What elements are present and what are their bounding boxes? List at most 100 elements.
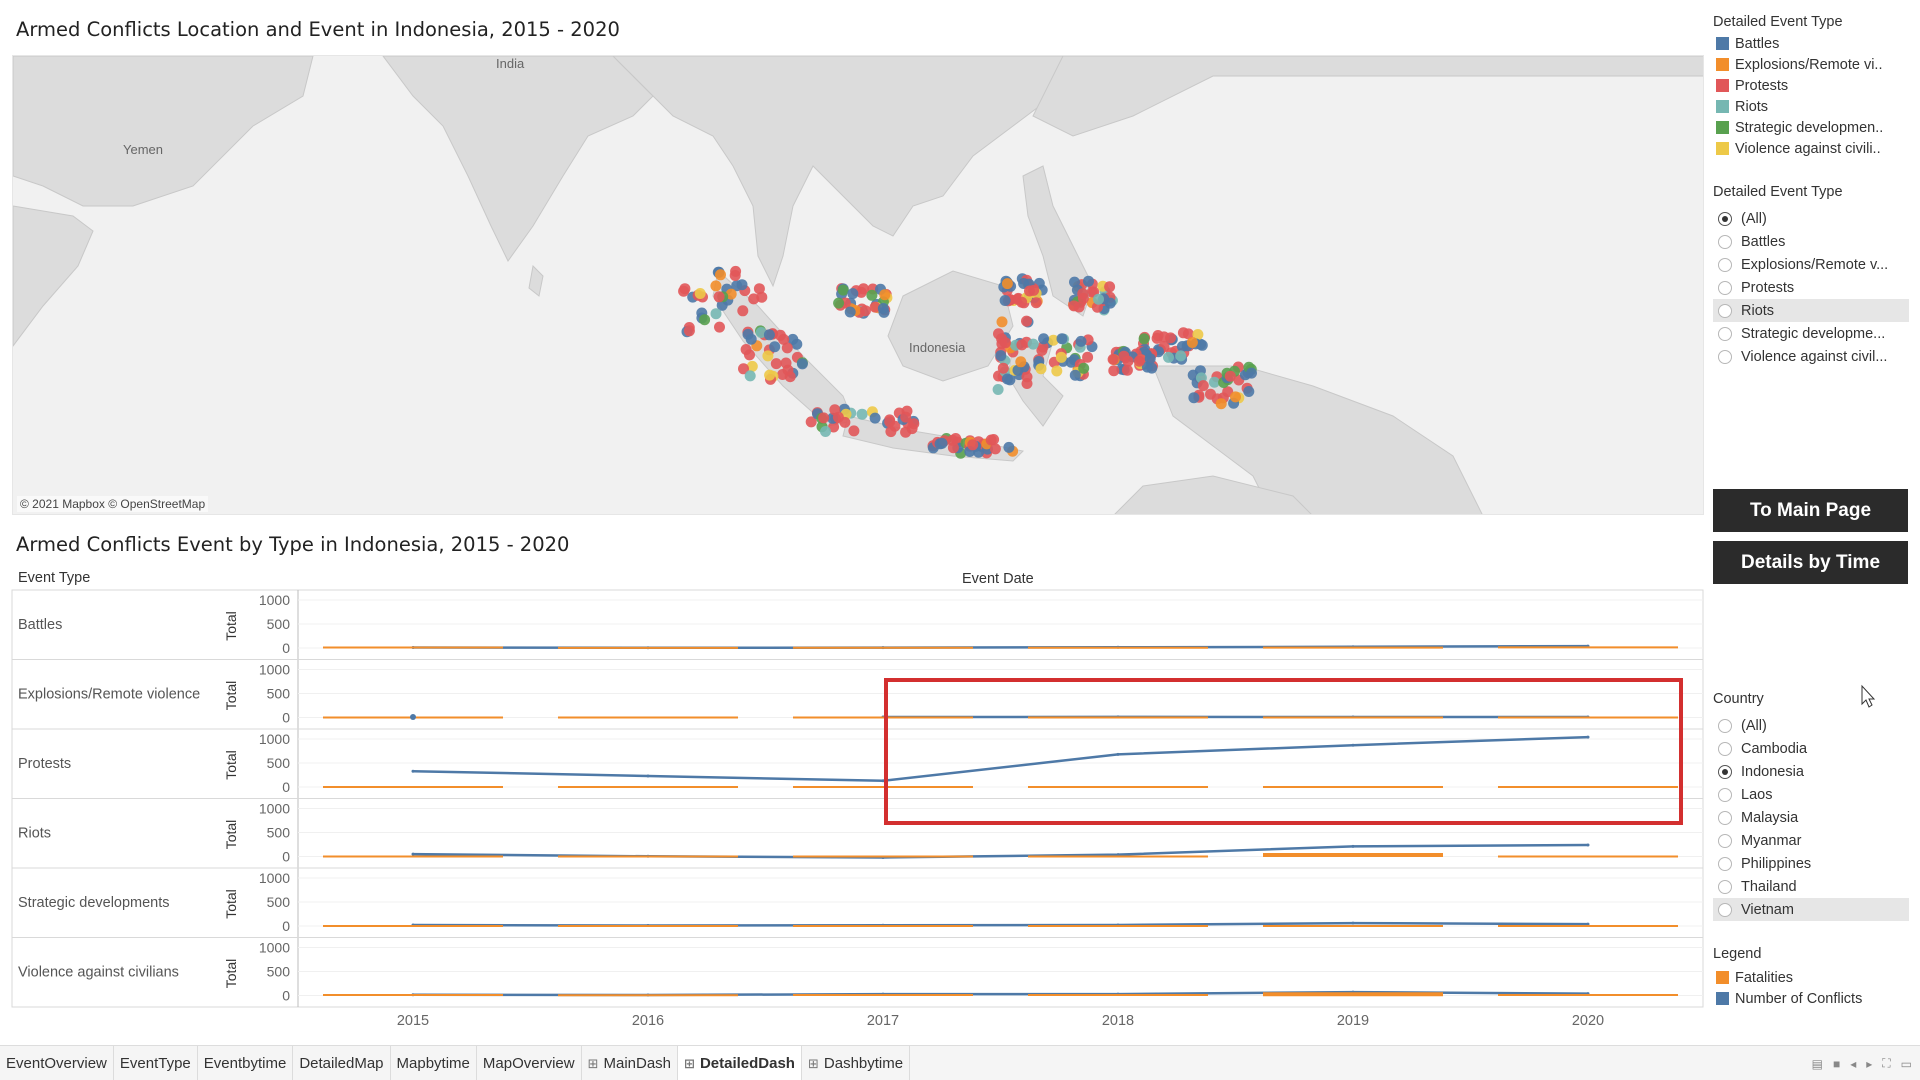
tab-eventtype[interactable]: EventType xyxy=(114,1046,198,1080)
radio-button[interactable] xyxy=(1718,787,1732,802)
conflict-point[interactable] xyxy=(1197,380,1209,392)
radio-button[interactable] xyxy=(1718,856,1732,871)
conflict-point[interactable] xyxy=(769,341,781,353)
legend-item-protests[interactable]: Protests xyxy=(1716,75,1906,96)
legend-item-violence-against-civili[interactable]: Violence against civili.. xyxy=(1716,138,1906,159)
radio-button[interactable] xyxy=(1718,833,1732,848)
country-filter-option-philippines[interactable]: Philippines xyxy=(1713,852,1909,875)
conflict-point[interactable] xyxy=(1047,334,1059,346)
conflict-point[interactable] xyxy=(829,404,841,416)
conflict-point[interactable] xyxy=(710,308,722,320)
conflict-point[interactable] xyxy=(988,434,1000,445)
conflict-point[interactable] xyxy=(856,408,868,420)
tab-eventbytime[interactable]: Eventbytime xyxy=(198,1046,294,1080)
conflict-point[interactable] xyxy=(820,426,831,437)
conflict-point[interactable] xyxy=(737,305,749,317)
conflict-point[interactable] xyxy=(762,350,774,362)
conflict-point[interactable] xyxy=(678,285,690,297)
country-filter-option-thailand[interactable]: Thailand xyxy=(1713,875,1909,898)
conflict-point[interactable] xyxy=(1077,288,1089,300)
conflict-point[interactable] xyxy=(1215,398,1227,410)
radio-button[interactable] xyxy=(1718,810,1732,825)
list-view-icon[interactable]: ■ xyxy=(1832,1056,1841,1071)
prev-sheet-icon[interactable]: ◂ xyxy=(1850,1056,1857,1071)
event-filter-option-violence-against-civil[interactable]: Violence against civil... xyxy=(1713,345,1909,368)
conflicts-point[interactable] xyxy=(646,774,650,778)
conflict-point[interactable] xyxy=(879,289,891,301)
conflict-point[interactable] xyxy=(1083,275,1094,287)
fullscreen-icon[interactable]: ⛶ xyxy=(1882,1056,1891,1070)
conflict-point[interactable] xyxy=(1075,335,1087,347)
conflict-point[interactable] xyxy=(1035,363,1047,375)
map-canvas[interactable] xyxy=(13,56,1704,515)
tab-eventoverview[interactable]: EventOverview xyxy=(0,1046,114,1080)
conflict-point[interactable] xyxy=(1000,337,1011,349)
conflict-point[interactable] xyxy=(694,288,706,299)
measure-legend-item-number-of-conflicts[interactable]: Number of Conflicts xyxy=(1716,988,1906,1009)
conflict-point[interactable] xyxy=(740,344,752,355)
to-main-page-button[interactable]: To Main Page xyxy=(1713,489,1908,532)
conflicts-point[interactable] xyxy=(1586,843,1590,847)
conflict-point[interactable] xyxy=(1069,369,1081,381)
tab-detailedmap[interactable]: DetailedMap xyxy=(293,1046,391,1080)
radio-button[interactable] xyxy=(1718,764,1732,779)
conflict-point[interactable] xyxy=(848,425,860,437)
conflict-point[interactable] xyxy=(996,316,1008,328)
conflict-points[interactable] xyxy=(678,265,1257,459)
conflict-point[interactable] xyxy=(1091,301,1103,313)
conflict-point[interactable] xyxy=(1003,441,1015,453)
conflict-point[interactable] xyxy=(1152,330,1164,341)
conflict-point[interactable] xyxy=(1030,297,1042,309)
country-filter-option-laos[interactable]: Laos xyxy=(1713,783,1909,806)
conflicts-point[interactable] xyxy=(1586,922,1590,926)
radio-button[interactable] xyxy=(1718,257,1732,272)
radio-button[interactable] xyxy=(1718,280,1732,295)
conflict-point[interactable] xyxy=(1021,315,1032,327)
radio-button[interactable] xyxy=(1718,879,1732,894)
tab-detaileddash[interactable]: ⊞ DetailedDash xyxy=(678,1046,802,1080)
conflict-point[interactable] xyxy=(1118,350,1130,362)
conflict-point[interactable] xyxy=(1224,370,1236,382)
conflict-point[interactable] xyxy=(1056,333,1068,345)
conflict-point[interactable] xyxy=(992,384,1004,395)
conflict-point[interactable] xyxy=(1163,351,1174,363)
conflict-point[interactable] xyxy=(866,289,878,301)
conflicts-point[interactable] xyxy=(1351,743,1355,747)
conflict-point[interactable] xyxy=(1051,365,1063,377)
conflict-point[interactable] xyxy=(763,329,775,341)
radio-button[interactable] xyxy=(1718,326,1732,341)
conflict-point[interactable] xyxy=(1133,355,1145,367)
conflict-point[interactable] xyxy=(787,333,799,345)
conflict-point[interactable] xyxy=(1065,356,1077,368)
conflict-point[interactable] xyxy=(1175,350,1187,362)
conflicts-point[interactable] xyxy=(411,769,415,773)
event-filter-option-all[interactable]: (All) xyxy=(1713,207,1909,230)
conflict-point[interactable] xyxy=(1001,278,1013,290)
conflict-point[interactable] xyxy=(778,333,790,345)
radio-button[interactable] xyxy=(1718,303,1732,318)
conflict-point[interactable] xyxy=(725,288,737,300)
conflicts-point[interactable] xyxy=(410,714,416,720)
event-filter-option-explosions-remote-v[interactable]: Explosions/Remote v... xyxy=(1713,253,1909,276)
conflict-point[interactable] xyxy=(1107,353,1119,365)
details-by-time-button[interactable]: Details by Time xyxy=(1713,541,1908,584)
conflict-point[interactable] xyxy=(1144,353,1156,365)
conflict-point[interactable] xyxy=(828,421,840,433)
conflict-point[interactable] xyxy=(713,291,725,303)
legend-item-riots[interactable]: Riots xyxy=(1716,96,1906,117)
conflict-point[interactable] xyxy=(884,416,896,428)
country-filter-option-indonesia[interactable]: Indonesia xyxy=(1713,760,1909,783)
conflict-point[interactable] xyxy=(1188,392,1200,404)
conflict-point[interactable] xyxy=(1165,332,1176,344)
country-filter-option-vietnam[interactable]: Vietnam xyxy=(1713,898,1909,921)
conflict-point[interactable] xyxy=(683,325,695,337)
radio-button[interactable] xyxy=(1718,234,1732,249)
conflict-point[interactable] xyxy=(1037,341,1049,353)
conflict-point[interactable] xyxy=(1246,367,1257,379)
event-filter-option-battles[interactable]: Battles xyxy=(1713,230,1909,253)
conflict-point[interactable] xyxy=(844,306,856,318)
conflict-point[interactable] xyxy=(950,433,962,444)
conflict-point[interactable] xyxy=(770,358,782,370)
conflict-point[interactable] xyxy=(999,295,1011,306)
conflict-point[interactable] xyxy=(908,418,920,430)
